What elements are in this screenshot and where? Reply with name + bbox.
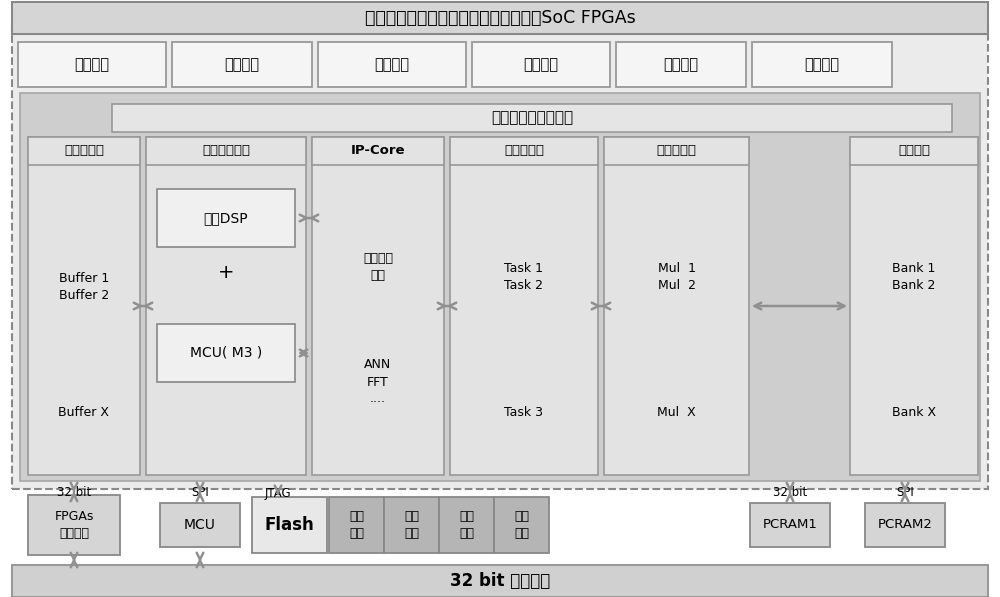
Text: SPI: SPI bbox=[191, 487, 209, 500]
Text: +: + bbox=[218, 263, 234, 282]
Text: Task 3: Task 3 bbox=[505, 405, 544, 418]
Bar bbox=[312, 137, 444, 475]
Text: 软核DSP: 软核DSP bbox=[204, 211, 248, 225]
Text: Bank X: Bank X bbox=[892, 405, 936, 418]
Text: Task 1
Task 2: Task 1 Task 2 bbox=[505, 262, 544, 292]
Text: 升级管理: 升级管理 bbox=[664, 57, 698, 72]
Bar bbox=[312, 137, 444, 165]
Bar bbox=[318, 42, 466, 87]
Text: Buffer 1
Buffer 2: Buffer 1 Buffer 2 bbox=[59, 272, 109, 302]
Bar bbox=[850, 137, 978, 165]
Text: 应用场景驱动可编程、可裁剪、可重构SoC FPGAs: 应用场景驱动可编程、可裁剪、可重构SoC FPGAs bbox=[365, 9, 635, 27]
Text: ANN
FFT
....: ANN FFT .... bbox=[364, 359, 392, 405]
Text: Bank 1
Bank 2: Bank 1 Bank 2 bbox=[892, 262, 936, 292]
Bar bbox=[18, 42, 166, 87]
Text: PCRAM1: PCRAM1 bbox=[763, 519, 817, 531]
Text: Mul  X: Mul X bbox=[657, 405, 696, 418]
Text: 安全管理: 安全管理 bbox=[524, 57, 558, 72]
Bar bbox=[850, 137, 978, 475]
Bar bbox=[157, 189, 295, 247]
Bar bbox=[28, 137, 140, 475]
Text: FPGAs
总线控制: FPGAs 总线控制 bbox=[54, 510, 94, 540]
Text: PCRAM2: PCRAM2 bbox=[878, 519, 932, 531]
Text: 通讯管理: 通讯管理 bbox=[374, 57, 410, 72]
Bar bbox=[604, 137, 749, 475]
Bar bbox=[329, 497, 384, 553]
Bar bbox=[160, 503, 240, 547]
Text: SPI: SPI bbox=[896, 487, 914, 500]
Bar bbox=[472, 42, 610, 87]
Text: 多通道缓存: 多通道缓存 bbox=[64, 144, 104, 158]
Bar bbox=[12, 29, 988, 489]
Bar bbox=[12, 565, 988, 597]
Text: 软件
升级: 软件 升级 bbox=[404, 510, 419, 540]
Text: 多任务管理: 多任务管理 bbox=[504, 144, 544, 158]
Bar bbox=[750, 503, 830, 547]
Bar bbox=[450, 137, 598, 475]
Text: 外设管理: 外设管理 bbox=[224, 57, 260, 72]
Text: 硬件
重构: 硬件 重构 bbox=[514, 510, 529, 540]
Text: 硬件
配置: 硬件 配置 bbox=[459, 510, 474, 540]
Bar bbox=[252, 497, 327, 553]
Text: IP-Core: IP-Core bbox=[351, 144, 405, 158]
Text: MCU: MCU bbox=[184, 518, 216, 532]
Bar bbox=[146, 137, 306, 165]
Text: 实时、高效并行计算: 实时、高效并行计算 bbox=[491, 110, 573, 125]
Bar bbox=[12, 2, 988, 34]
Bar bbox=[439, 497, 494, 553]
Text: 32 bit 外部总线: 32 bit 外部总线 bbox=[450, 572, 550, 590]
Text: Buffer X: Buffer X bbox=[58, 405, 110, 418]
Bar bbox=[112, 104, 952, 132]
Text: 人工智能
算法: 人工智能 算法 bbox=[363, 252, 393, 282]
Text: 内存管理: 内存管理 bbox=[74, 57, 110, 72]
Text: MCU( M3 ): MCU( M3 ) bbox=[190, 346, 262, 360]
Text: 多处理器协调: 多处理器协调 bbox=[202, 144, 250, 158]
Text: Mul  1
Mul  2: Mul 1 Mul 2 bbox=[658, 262, 696, 292]
Bar bbox=[384, 497, 439, 553]
Text: 软件
配置: 软件 配置 bbox=[349, 510, 364, 540]
Bar bbox=[752, 42, 892, 87]
Bar bbox=[450, 137, 598, 165]
Bar bbox=[865, 503, 945, 547]
Text: 32 bit: 32 bit bbox=[773, 487, 807, 500]
Bar bbox=[157, 324, 295, 382]
Text: 分块存储: 分块存储 bbox=[898, 144, 930, 158]
Bar bbox=[28, 137, 140, 165]
Bar bbox=[28, 495, 120, 555]
Bar bbox=[146, 137, 306, 475]
Bar bbox=[604, 137, 749, 165]
Text: JTAG: JTAG bbox=[265, 487, 291, 500]
Text: Flash: Flash bbox=[264, 516, 314, 534]
Bar bbox=[20, 93, 980, 481]
Bar bbox=[616, 42, 746, 87]
Bar bbox=[494, 497, 549, 553]
Text: 32 bit: 32 bit bbox=[57, 487, 91, 500]
Text: 电源管理: 电源管理 bbox=[804, 57, 840, 72]
Text: 乘法器阵列: 乘法器阵列 bbox=[656, 144, 696, 158]
Bar bbox=[172, 42, 312, 87]
